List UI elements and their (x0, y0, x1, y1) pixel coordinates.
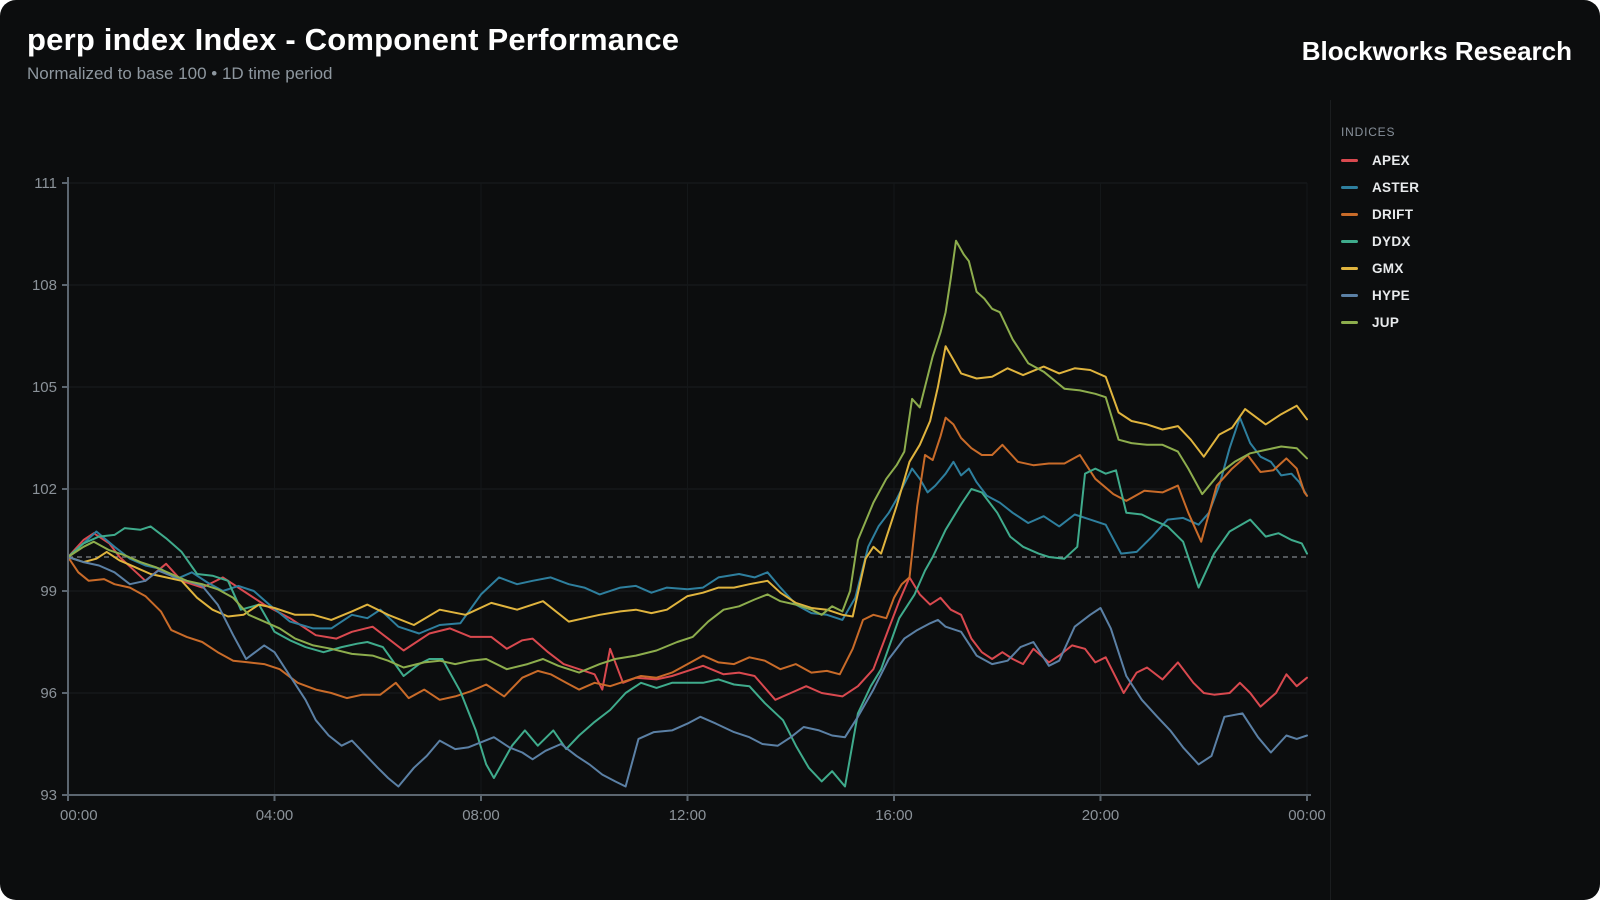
y-tick-label-96: 96 (40, 685, 57, 702)
y-tick-label-93: 93 (40, 787, 57, 804)
legend-item-label: APEX (1372, 153, 1410, 168)
y-tick-label-102: 102 (32, 481, 57, 498)
legend-items: APEX ASTER DRIFT DYDX GMX HYPE JUP (1341, 153, 1581, 330)
legend-item-label: DRIFT (1372, 207, 1414, 222)
series-line-dydx[interactable] (67, 467, 1308, 788)
chart-header: perp index Index - Component Performance… (27, 22, 679, 84)
legend-swatch-icon (1341, 321, 1358, 324)
series-line-jup[interactable] (67, 239, 1308, 674)
legend-item-label: JUP (1372, 315, 1400, 330)
legend-swatch-icon (1341, 240, 1358, 243)
legend-swatch-icon (1341, 294, 1358, 297)
x-tick-label-0: 00:00 (60, 807, 98, 824)
series-line-aster[interactable] (67, 416, 1308, 635)
legend-swatch-icon (1341, 267, 1358, 270)
x-tick-label-1: 04:00 (256, 807, 294, 824)
legend-item-label: GMX (1372, 261, 1404, 276)
legend-item-drift[interactable]: DRIFT (1341, 207, 1581, 222)
series-line-apex[interactable] (67, 532, 1308, 708)
legend-item-label: HYPE (1372, 288, 1410, 303)
brand-logo: Blockworks Research (1301, 36, 1572, 66)
x-tick-label-6: 00:00 (1288, 807, 1326, 824)
y-tick-label-108: 108 (32, 277, 57, 294)
legend-heading: INDICES (1341, 125, 1396, 139)
legend-swatch-icon (1341, 186, 1358, 189)
legend-item-aster[interactable]: ASTER (1341, 180, 1581, 195)
y-tick-label-111: 111 (34, 175, 57, 192)
series-line-drift[interactable] (67, 416, 1308, 701)
series-line-gmx[interactable] (67, 345, 1308, 626)
legend-item-gmx[interactable]: GMX (1341, 261, 1581, 276)
legend-item-label: DYDX (1372, 234, 1411, 249)
legend-swatch-icon (1341, 159, 1358, 162)
legend-panel: INDICES APEX ASTER DRIFT DYDX GMX HYPE JUP (1341, 125, 1581, 342)
x-tick-label-4: 16:00 (875, 807, 913, 824)
chart-area[interactable]: 111 108 105 102 99 96 93 00:00 04:00 08:00 12:00 16… (0, 0, 1330, 900)
y-tick-label-99: 99 (40, 583, 57, 600)
legend-item-label: ASTER (1372, 180, 1420, 195)
x-tick-label-2: 08:00 (462, 807, 500, 824)
legend-item-apex[interactable]: APEX (1341, 153, 1581, 168)
page-subtitle: Normalized to base 100 • 1D time period (27, 64, 333, 83)
series-line-hype[interactable] (67, 556, 1308, 788)
legend-item-jup[interactable]: JUP (1341, 315, 1581, 330)
page-title: perp index Index - Component Performance (27, 22, 680, 57)
legend-item-dydx[interactable]: DYDX (1341, 234, 1581, 249)
x-tick-label-5: 20:00 (1082, 807, 1120, 824)
x-tick-label-3: 12:00 (669, 807, 707, 824)
legend-item-hype[interactable]: HYPE (1341, 288, 1581, 303)
legend-divider (1330, 100, 1331, 900)
legend-swatch-icon (1341, 213, 1358, 216)
y-tick-label-105: 105 (32, 379, 57, 396)
